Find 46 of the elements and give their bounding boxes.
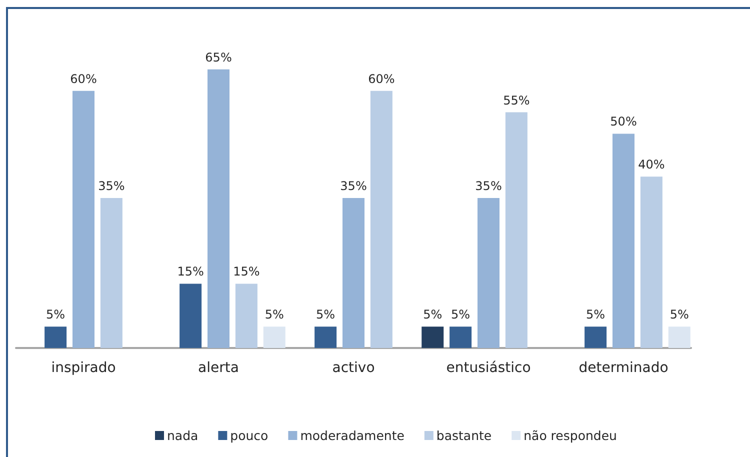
data-label: 15% — [177, 264, 204, 279]
legend-label: nada — [167, 428, 198, 443]
bar — [314, 326, 337, 348]
bar — [72, 90, 94, 348]
data-label: 5% — [670, 308, 689, 322]
data-label: 5% — [586, 308, 606, 322]
bar — [342, 198, 364, 348]
bar — [100, 198, 122, 348]
data-label: 35% — [340, 179, 367, 193]
data-label: 5% — [46, 308, 66, 322]
x-tick-label: activo — [332, 360, 375, 376]
data-label: 15% — [233, 264, 260, 279]
bar — [478, 198, 500, 348]
bar — [235, 284, 258, 348]
data-label: 5% — [264, 308, 284, 322]
bar — [44, 326, 67, 348]
bar — [640, 176, 662, 348]
data-label: 35% — [98, 179, 125, 193]
bar — [584, 326, 607, 348]
bar — [422, 326, 444, 348]
x-tick-label: alerta — [198, 360, 239, 376]
bar — [450, 326, 472, 348]
data-label: 5% — [316, 308, 336, 322]
data-label: 35% — [475, 179, 502, 193]
bar — [612, 134, 634, 348]
data-label: 5% — [423, 308, 442, 322]
legend-label: bastante — [436, 428, 492, 443]
bar — [668, 326, 690, 348]
bar — [505, 112, 528, 348]
bar — [208, 69, 230, 348]
legend-label: pouco — [230, 428, 268, 443]
data-label: 55% — [503, 93, 530, 108]
legend-label: não respondeu — [524, 428, 617, 443]
bar — [180, 284, 202, 348]
data-label: 60% — [70, 72, 97, 86]
legend-label: moderadamente — [300, 428, 405, 443]
data-label: 40% — [638, 158, 665, 172]
x-tick-label: determinado — [578, 360, 668, 376]
x-tick-label: inspirado — [51, 360, 116, 376]
data-label: 60% — [368, 72, 395, 86]
bar — [370, 90, 392, 348]
x-tick-label: entusiástico — [446, 360, 531, 376]
bar — [263, 326, 286, 348]
data-label: 65% — [205, 50, 232, 64]
data-label: 50% — [610, 114, 637, 129]
data-label: 5% — [451, 308, 470, 322]
